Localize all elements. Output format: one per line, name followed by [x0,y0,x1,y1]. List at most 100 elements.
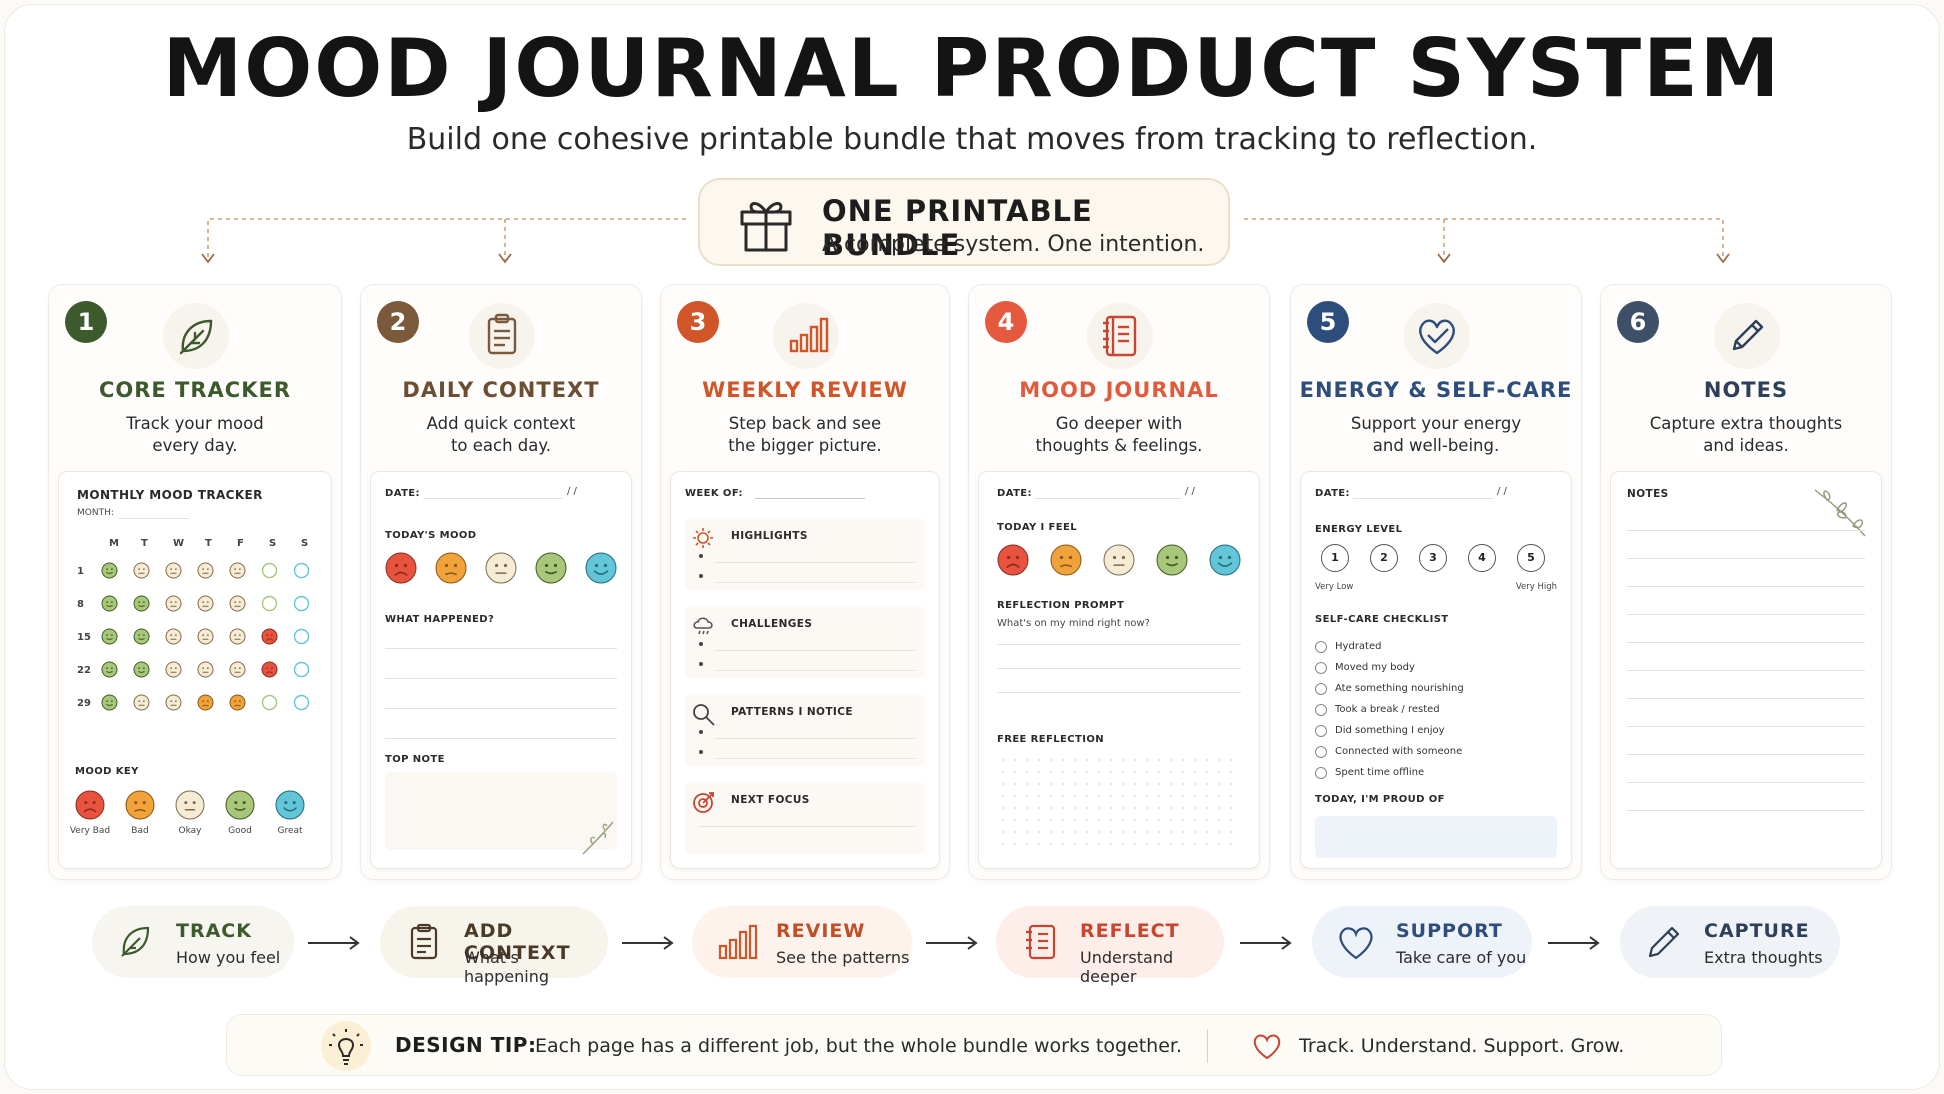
design-tip-bar: DESIGN TIP: Each page has a different jo… [226,1014,1722,1076]
tracker-cell[interactable] [133,628,150,649]
tracker-cell[interactable] [197,562,214,583]
checklist-item[interactable]: Connected with someone [1315,741,1462,758]
checklist-item[interactable]: Spent time offline [1315,762,1424,779]
today-i-feel-label: TODAY I FEEL [997,522,1077,533]
tracker-cell[interactable] [165,661,182,682]
checklist-item[interactable]: Moved my body [1315,657,1415,674]
checkbox[interactable] [1315,766,1327,779]
tracker-cell[interactable] [261,562,278,583]
mood-face-5[interactable] [585,552,617,588]
tracker-cell[interactable] [229,661,246,682]
tracker-cell[interactable] [101,661,118,682]
energy-level-option[interactable]: 5 [1517,544,1545,572]
tracker-cell[interactable] [101,595,118,616]
note-line [1627,754,1865,755]
tracker-cell[interactable] [261,595,278,616]
checklist-label: Did something I enjoy [1335,725,1445,736]
mood-face-2[interactable] [435,552,467,588]
tracker-cell[interactable] [165,562,182,583]
tracker-cell[interactable] [165,694,182,715]
tracker-cell[interactable] [101,562,118,583]
card-energy-self-care: 5 ENERGY & SELF-CARE Support your energy… [1290,284,1582,880]
bundle-connectors [201,218,1730,264]
tracker-cell[interactable] [261,661,278,682]
row-date-label: 29 [77,698,91,709]
tracker-cell[interactable] [133,562,150,583]
pencil-icon [1648,926,1680,958]
card-title: DAILY CONTEXT [402,378,600,402]
energy-level-option[interactable]: 1 [1321,544,1349,572]
tracker-cell[interactable] [293,562,310,583]
notes-sheet: NOTES [1610,471,1882,869]
tracker-cell[interactable] [197,628,214,649]
weekly-sheet: WEEK OF: HIGHLIGHTS CHALLENGES PATTERNS … [670,471,940,869]
tracker-cell[interactable] [197,694,214,715]
tracker-cell[interactable] [165,595,182,616]
mood-face-3[interactable] [1103,544,1135,580]
mood-key-label: Very Bad [69,826,111,836]
checkbox[interactable] [1315,745,1327,758]
checkbox[interactable] [1315,724,1327,737]
flow-title: ADD CONTEXT [464,920,571,964]
checkbox[interactable] [1315,640,1327,653]
note-line [1627,670,1865,671]
flow-arrow [1548,936,1600,950]
flow-arrow [308,936,360,950]
checklist-label: Ate something nourishing [1335,683,1464,694]
tracker-cell[interactable] [229,628,246,649]
page-subtitle: Build one cohesive printable bundle that… [406,122,1538,157]
energy-level-option[interactable]: 2 [1370,544,1398,572]
checklist-item[interactable]: Did something I enjoy [1315,720,1445,737]
date-label: DATE: [385,488,420,499]
checklist-item[interactable]: Ate something nourishing [1315,678,1464,695]
energy-level-option[interactable]: 3 [1419,544,1447,572]
tracker-cell[interactable] [197,595,214,616]
what-happened-label: WHAT HAPPENED? [385,614,495,625]
energy-level-option[interactable]: 4 [1468,544,1496,572]
step-number: 1 [65,301,107,343]
checkbox[interactable] [1315,661,1327,674]
flow-title: REFLECT [1080,920,1180,942]
tracker-cell[interactable] [229,595,246,616]
month-label: MONTH: [77,508,114,518]
flow-step-capture: CAPTURE Extra thoughts [1620,906,1840,978]
weekday-label: S [301,538,309,549]
tracker-cell[interactable] [165,628,182,649]
heart-icon [1339,927,1373,960]
mood-face-1[interactable] [385,552,417,588]
tracker-cell[interactable] [101,628,118,649]
tracker-cell[interactable] [133,595,150,616]
mood-face-4[interactable] [1156,544,1188,580]
weekday-label: T [205,538,212,549]
tracker-cell[interactable] [133,694,150,715]
tracker-cell[interactable] [293,595,310,616]
mood-face-5[interactable] [1209,544,1241,580]
flow-subtitle: How you feel [176,948,281,967]
checkbox[interactable] [1315,682,1327,695]
weekday-label: W [173,538,185,549]
mood-face-2[interactable] [1050,544,1082,580]
step-number: 2 [377,301,419,343]
tracker-cell[interactable] [101,694,118,715]
tracker-cell[interactable] [261,628,278,649]
card-title: ENERGY & SELF-CARE [1299,378,1573,402]
checkbox[interactable] [1315,703,1327,716]
flow-arrow [926,936,978,950]
checklist-item[interactable]: Took a break / rested [1315,699,1440,716]
mood-key-face [275,790,305,824]
tracker-cell[interactable] [293,628,310,649]
next-focus-label: NEXT FOCUS [731,794,810,806]
challenges-section [685,606,925,678]
mood-face-1[interactable] [997,544,1029,580]
todays-mood-label: TODAY'S MOOD [385,530,477,541]
mood-face-4[interactable] [535,552,567,588]
tracker-cell[interactable] [261,694,278,715]
tracker-cell[interactable] [293,661,310,682]
tracker-cell[interactable] [293,694,310,715]
mood-face-3[interactable] [485,552,517,588]
checklist-item[interactable]: Hydrated [1315,636,1381,653]
tracker-cell[interactable] [197,661,214,682]
tracker-cell[interactable] [229,562,246,583]
tracker-cell[interactable] [133,661,150,682]
tracker-cell[interactable] [229,694,246,715]
